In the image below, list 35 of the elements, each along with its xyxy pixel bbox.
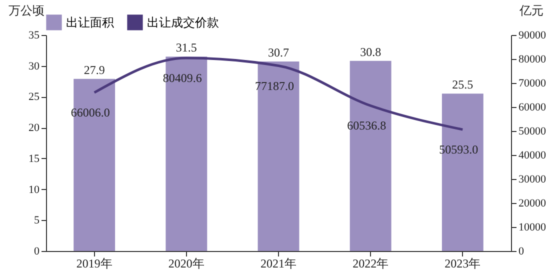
x-tick-label: 2020年 xyxy=(168,256,204,270)
bar xyxy=(258,62,300,251)
x-tick-label: 2022年 xyxy=(352,256,389,270)
x-tick-label: 2019年 xyxy=(76,256,112,270)
y2-tick-label: 90000 xyxy=(518,30,546,42)
y2-tick-label: 50000 xyxy=(518,126,546,138)
y2-tick-label: 40000 xyxy=(518,150,546,162)
data-label: 25.5 xyxy=(452,78,474,92)
x-tick-label: 2023年 xyxy=(444,256,481,270)
data-label: 30.8 xyxy=(360,44,382,59)
legend-label: 出让面积 xyxy=(66,15,114,30)
y-tick-label: 35 xyxy=(28,30,40,42)
y2-tick-label: 20000 xyxy=(518,198,546,210)
y-tick-label: 0 xyxy=(34,246,40,258)
y-tick-label: 15 xyxy=(28,152,40,165)
y2-tick-label: 80000 xyxy=(518,54,546,66)
y2-tick-label: 30000 xyxy=(518,174,546,186)
x-tick-label: 2021年 xyxy=(260,256,296,270)
y-tick-label: 5 xyxy=(34,214,40,227)
y2-axis-title: 亿元 xyxy=(518,4,544,18)
data-label: 31.5 xyxy=(176,40,197,55)
y-tick-label: 20 xyxy=(28,122,40,134)
data-label: 30.7 xyxy=(268,46,289,60)
y-tick-label: 30 xyxy=(28,60,40,72)
y2-tick-label: 10000 xyxy=(518,222,546,234)
y-tick-label: 25 xyxy=(28,91,40,104)
bar xyxy=(350,60,392,251)
data-label: 27.9 xyxy=(84,62,105,77)
legend-label: 出让成交价款 xyxy=(147,15,219,30)
y2-tick-label: 60000 xyxy=(518,102,546,114)
y-tick-label: 10 xyxy=(28,184,40,196)
y2-tick-label: 0 xyxy=(518,246,524,258)
y-axis-title: 万公顷 xyxy=(8,4,44,18)
y2-tick-label: 70000 xyxy=(518,78,546,90)
bar xyxy=(442,94,484,251)
